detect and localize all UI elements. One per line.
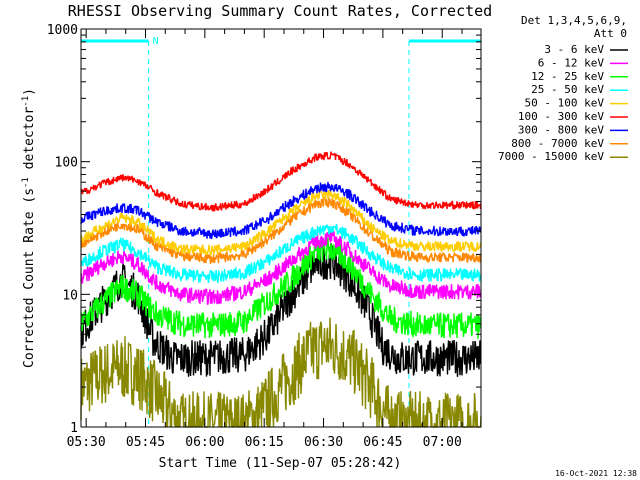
series-line-1 bbox=[80, 229, 482, 306]
series-line-3 bbox=[80, 223, 482, 284]
series-line-2 bbox=[80, 237, 482, 339]
plot-frame bbox=[80, 28, 482, 428]
y-tick-label: 10 bbox=[62, 288, 78, 303]
series-line-5 bbox=[80, 151, 482, 212]
legend-label: 25 - 50 keV bbox=[531, 83, 604, 96]
x-tick-label: 06:15 bbox=[245, 435, 284, 450]
series-line-4 bbox=[80, 189, 482, 256]
legend-label: 300 - 800 keV bbox=[518, 123, 604, 136]
series-lines bbox=[80, 151, 482, 428]
x-tick-label: 06:45 bbox=[363, 435, 402, 450]
series-line-6 bbox=[80, 181, 482, 240]
x-tick-label: 06:00 bbox=[185, 435, 224, 450]
saa-flag-label: N bbox=[153, 36, 159, 47]
x-tick-label: 05:45 bbox=[126, 435, 165, 450]
y-tick-label: 1 bbox=[70, 421, 78, 436]
series-line-7 bbox=[80, 196, 482, 264]
legend-header-attenuator: Att 0 bbox=[594, 27, 627, 40]
series-line-8 bbox=[80, 317, 482, 428]
series-line-0 bbox=[80, 243, 482, 377]
legend-label: 12 - 25 keV bbox=[531, 70, 604, 83]
legend-label: 6 - 12 keV bbox=[538, 56, 605, 69]
legend-label: 3 - 6 keV bbox=[544, 43, 604, 56]
x-tick-label: 07:00 bbox=[423, 435, 462, 450]
legend-label: 7000 - 15000 keV bbox=[498, 150, 604, 163]
generation-timestamp: 16-Oct-2021 12:38 bbox=[555, 469, 637, 478]
x-tick-label: 06:30 bbox=[304, 435, 343, 450]
y-axis-label: Corrected Count Rate (s-1 detector-1) bbox=[21, 88, 37, 368]
legend-label: 50 - 100 keV bbox=[525, 97, 605, 110]
legend-label: 800 - 7000 keV bbox=[511, 137, 604, 150]
y-tick-label: 1000 bbox=[47, 23, 78, 38]
y-tick-label: 100 bbox=[55, 156, 78, 171]
chart-title: RHESSI Observing Summary Count Rates, Co… bbox=[68, 2, 492, 20]
x-axis: 05:30 05:45 06:00 06:15 06:30 06:45 07:00 bbox=[67, 29, 463, 450]
x-axis-label: Start Time (11-Sep-07 05:28:42) bbox=[159, 456, 402, 471]
y-axis: 1 10 100 1000 bbox=[47, 23, 481, 436]
legend-label: 100 - 300 keV bbox=[518, 110, 604, 123]
legend-header-detectors: Det 1,3,4,5,6,9, bbox=[521, 14, 627, 27]
x-tick-label: 05:30 bbox=[67, 435, 106, 450]
